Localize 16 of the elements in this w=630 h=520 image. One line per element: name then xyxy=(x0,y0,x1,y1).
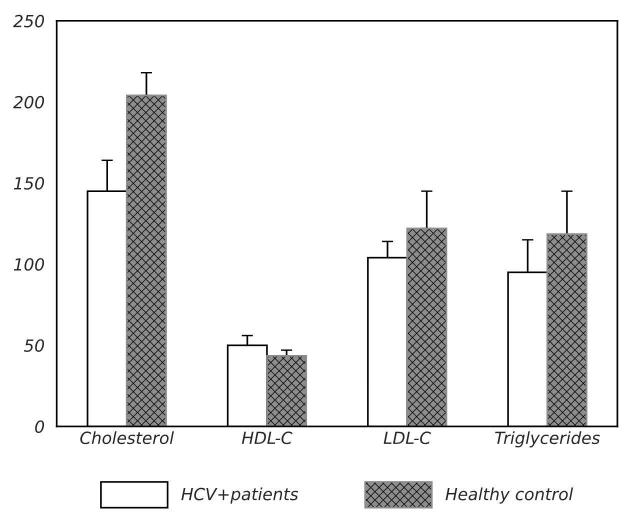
y-tick-label: 0 xyxy=(35,420,44,433)
x-tick-label: Triglycerides xyxy=(495,431,600,448)
y-tick-label: 200 xyxy=(13,96,44,108)
bar xyxy=(406,228,448,426)
y-tick-label: 250 xyxy=(13,14,44,28)
bar xyxy=(266,354,308,426)
y-tick-label: 100 xyxy=(14,258,44,271)
y-tick-label: 50 xyxy=(24,339,44,352)
bar xyxy=(546,233,588,426)
legend-label: HCV+patients xyxy=(181,487,298,504)
bar xyxy=(126,94,167,426)
y-tick-label: 150 xyxy=(14,177,44,190)
x-tick-label: Cholesterol xyxy=(80,431,174,444)
x-tick-label: LDL-C xyxy=(384,432,431,444)
legend-label: Healthy control xyxy=(446,487,574,504)
x-tick-label: HDL-C xyxy=(242,432,292,444)
